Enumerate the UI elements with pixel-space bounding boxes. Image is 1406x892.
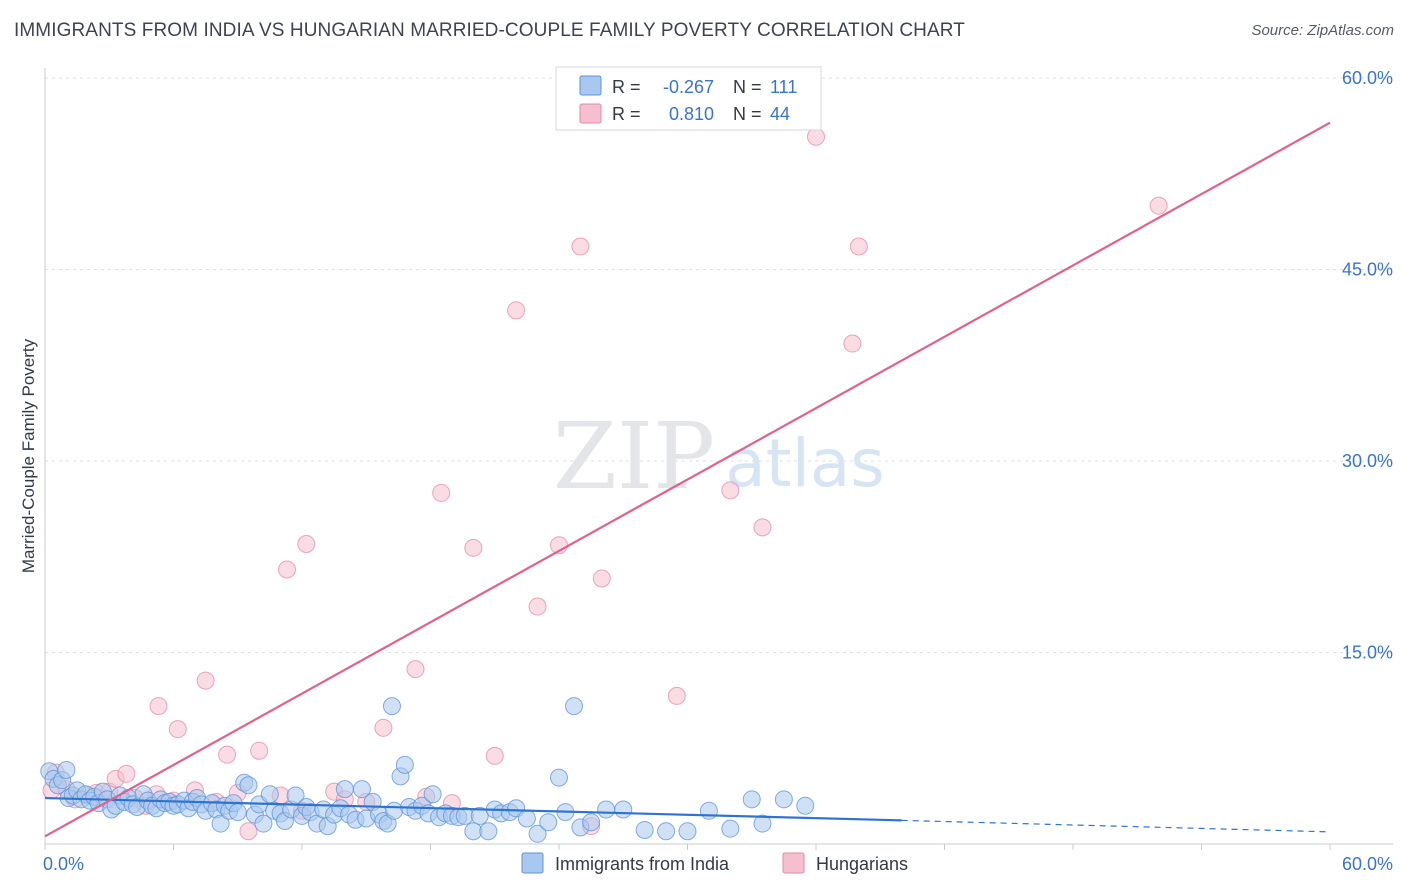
india-point <box>564 697 583 716</box>
india-point <box>774 790 793 809</box>
hungarians-point <box>278 560 297 579</box>
india-point <box>254 814 273 833</box>
hungarians-trend-line <box>44 121 1331 838</box>
india-point <box>352 780 371 799</box>
stats-n-value-india: 111 <box>770 77 797 97</box>
india-point <box>385 801 404 820</box>
hungarians-point <box>507 301 526 320</box>
x-tick-labels: 0.0% 60.0% <box>43 854 1393 874</box>
hungarians-point <box>753 518 772 537</box>
hungarians-point <box>406 660 425 679</box>
stats-legend: R = -0.267 N = 111 R = 0.810 N = 44 <box>555 66 822 131</box>
india-point <box>582 813 601 832</box>
india-point <box>657 822 676 841</box>
india-point <box>211 814 230 833</box>
stats-r-value-hungarians: 0.810 <box>669 104 714 124</box>
watermark-zip: ZIP <box>553 403 715 510</box>
stats-r-value-india: -0.267 <box>663 77 714 97</box>
india-trend-line <box>44 796 902 822</box>
india-point <box>528 824 547 843</box>
hungarians-point <box>1149 196 1168 215</box>
india-point <box>382 697 401 716</box>
y-tick-labels: 15.0% 30.0% 45.0% 60.0% <box>1342 68 1393 663</box>
x-axis-ticks <box>44 844 1331 850</box>
watermark-atlas: atlas <box>725 425 885 502</box>
hungarians-point <box>464 538 483 557</box>
india-point <box>635 820 654 839</box>
hungarians-point <box>667 686 686 705</box>
india-point <box>479 822 498 841</box>
india-point <box>678 822 697 841</box>
india-point <box>742 790 761 809</box>
hungarians-point <box>571 237 590 256</box>
india-point <box>539 813 558 832</box>
india-point <box>260 785 279 804</box>
legend-label-hungarians: Hungarians <box>816 854 908 874</box>
y-tick-label: 30.0% <box>1342 451 1393 471</box>
legend-swatch-india <box>521 852 544 874</box>
x-tick-label: 60.0% <box>1342 854 1393 874</box>
stats-r-label-hungarians: R = <box>612 104 641 124</box>
india-point <box>597 800 616 819</box>
hungarians-point <box>528 597 547 616</box>
india-point <box>517 809 536 828</box>
hungarians-point <box>149 697 168 716</box>
hungarians-point <box>485 746 504 765</box>
source-label: Source: ZipAtlas.com <box>1251 22 1394 39</box>
india-points <box>40 697 815 843</box>
stats-swatch-india <box>579 75 602 96</box>
hungarians-point <box>843 334 862 353</box>
india-point <box>753 814 772 833</box>
stats-n-label-hungarians: N = <box>733 104 762 124</box>
chart-title: IMMIGRANTS FROM INDIA VS HUNGARIAN MARRI… <box>14 20 965 41</box>
india-point <box>550 768 568 787</box>
india-trend-extension <box>901 819 1331 833</box>
trend-lines <box>44 121 1331 838</box>
hungarians-point <box>849 237 868 256</box>
hungarians-point <box>721 481 740 500</box>
hungarians-point <box>807 127 825 146</box>
stats-n-label-india: N = <box>733 77 762 97</box>
y-tick-label: 15.0% <box>1342 643 1393 663</box>
india-point <box>57 760 76 779</box>
x-tick-label: 0.0% <box>43 854 84 874</box>
india-point <box>699 801 718 820</box>
hungarians-point <box>592 569 611 588</box>
legend-swatch-hungarians <box>782 852 805 874</box>
series-legend: Immigrants from India Hungarians <box>521 852 908 874</box>
hungarians-point <box>374 718 393 737</box>
hungarians-point <box>239 822 258 841</box>
hungarians-point <box>168 720 187 739</box>
india-point <box>721 819 740 838</box>
india-point <box>335 780 354 799</box>
stats-n-value-hungarians: 44 <box>770 104 790 124</box>
y-tick-label: 60.0% <box>1342 68 1393 88</box>
y-tick-label: 45.0% <box>1342 260 1393 280</box>
legend-label-india: Immigrants from India <box>555 854 730 874</box>
y-axis-title: Married-Couple Family Poverty <box>19 338 38 573</box>
hungarians-point <box>297 534 316 553</box>
hungarians-point <box>250 741 269 760</box>
hungarians-point <box>432 483 451 502</box>
india-point <box>239 776 258 795</box>
grid-lines <box>45 77 1393 653</box>
india-point <box>423 785 442 804</box>
india-point <box>470 806 489 825</box>
hungarians-point <box>117 764 136 783</box>
hungarians-point <box>218 745 237 764</box>
stats-swatch-hungarians <box>579 103 602 124</box>
india-point <box>395 755 414 774</box>
hungarians-point <box>196 671 215 690</box>
india-point <box>228 803 247 822</box>
stats-r-label-india: R = <box>612 77 641 97</box>
india-point <box>464 822 483 841</box>
india-point <box>614 800 633 819</box>
india-point <box>796 796 815 815</box>
